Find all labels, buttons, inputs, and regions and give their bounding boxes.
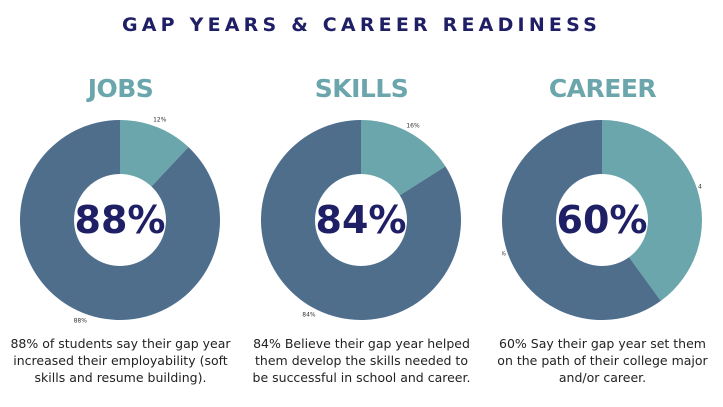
donut-slice-40	[602, 120, 702, 301]
chart-title: JOBS	[87, 74, 154, 103]
slice-data-label: 60%	[502, 250, 506, 257]
chart-panel-jobs: JOBS 88% 12% 88% 88% of students say their…	[0, 0, 241, 407]
chart-caption: 60% Say their gap year set them on the p…	[497, 336, 708, 385]
chart-caption: 84% Believe their gap year helped them d…	[252, 336, 471, 385]
slice-data-label: 88%	[74, 317, 88, 324]
donut-hole	[74, 174, 166, 266]
center-percentage: 84%	[316, 198, 407, 242]
center-percentage: 88%	[75, 198, 166, 242]
center-percentage: 60%	[557, 198, 648, 242]
slice-data-label: 40%	[698, 184, 702, 191]
donut-chart-skills: 84% 16% 84%	[261, 120, 461, 320]
donut-hole	[315, 174, 407, 266]
donut-chart-career: 60% 40% 60%	[502, 120, 702, 320]
chart-panel-career: CAREER 60% 40% 60% 60% Say their gap year …	[482, 0, 723, 407]
slice-data-label: 12%	[153, 117, 167, 124]
chart-title: CAREER	[548, 74, 657, 103]
chart-title: SKILLS	[314, 74, 409, 103]
slice-data-label: 16%	[406, 122, 420, 129]
donut-hole	[556, 174, 648, 266]
chart-caption: 88% of students say their gap year incre…	[10, 336, 231, 385]
donut-chart-jobs: 88% 12% 88%	[20, 117, 220, 324]
slice-data-label: 84%	[302, 312, 316, 319]
chart-panel-skills: SKILLS 84% 16% 84% 84% Believe their gap y…	[241, 0, 482, 407]
page-title: GAP YEARS & CAREER READINESS	[121, 14, 602, 36]
